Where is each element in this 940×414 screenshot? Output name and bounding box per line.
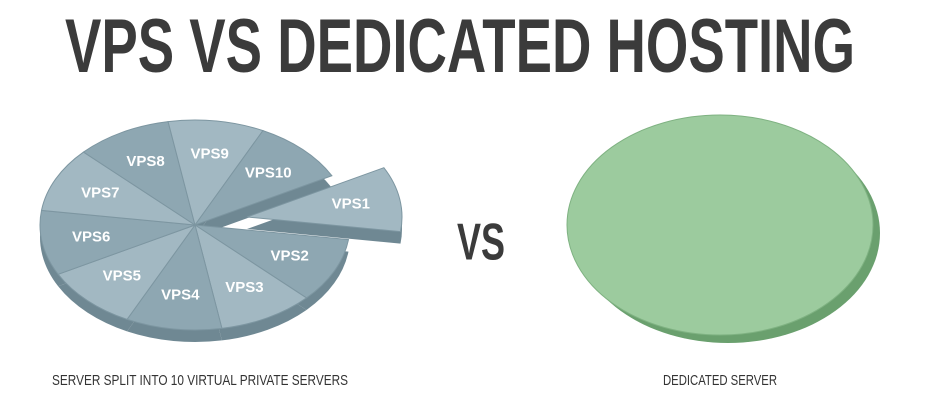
title: VPS VS DEDICATED HOSTING [65,4,855,89]
slice [126,223,223,331]
slice-label: VPS1 [332,196,370,213]
slice-label: VPS4 [161,287,200,304]
slice [194,224,350,299]
dedicated-disk [566,114,874,336]
slice-label: VPS10 [245,165,292,182]
slice [57,223,197,320]
slice-label: VPS2 [271,247,309,264]
slice-label: VPS8 [126,153,164,170]
slice [193,130,333,227]
slice [194,223,308,329]
vps-pie: VPS1 VPS2 VPS3 VPS4 VPS5 VPS6 VPS7 VPS8 VPS9 VPS1… [39,119,403,343]
slice [40,151,196,226]
slice-label: VPS6 [72,228,110,245]
slice-label: VPS7 [81,185,119,202]
right-caption: DEDICATED SERVER [663,372,777,389]
slice-label: VPS9 [190,145,228,162]
slice-label: VPS3 [225,279,263,296]
slice [39,209,196,275]
slice [167,119,264,227]
slice-label: VPS5 [103,267,141,284]
vs-label: VS [457,214,505,272]
slice [82,121,196,227]
slice [246,167,403,233]
left-caption: SERVER SPLIT INTO 10 VIRTUAL PRIVATE SER… [52,372,348,389]
